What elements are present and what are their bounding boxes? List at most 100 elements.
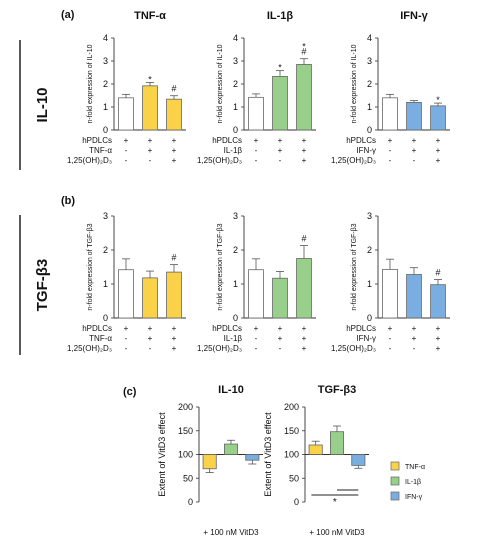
y-tick-label: 2 — [103, 245, 108, 255]
bar-stim — [142, 85, 158, 131]
condition-mark: + — [436, 334, 441, 343]
legend-swatch — [390, 461, 400, 471]
condition-mark: + — [148, 146, 153, 155]
significance-mark: # — [171, 253, 176, 263]
condition-mark: + — [436, 324, 441, 333]
condition-mark: - — [255, 344, 258, 353]
condition-mark: + — [148, 136, 153, 145]
condition-label: TNF-α — [89, 146, 112, 155]
bar-IFN-γ — [351, 454, 366, 466]
y-axis-label: Extent of VitD3 effect — [157, 412, 167, 497]
y-tick-label: 3 — [233, 56, 238, 66]
condition-label: IFN-γ — [356, 146, 376, 155]
condition-mark: + — [388, 136, 393, 145]
y-tick-label: 2 — [103, 79, 108, 89]
y-tick-label: 100 — [178, 450, 193, 460]
condition-label: 1,25(OH)₂D₃ — [67, 156, 112, 165]
condition-mark: + — [278, 136, 283, 145]
condition-label: hPDLCs — [82, 136, 112, 145]
y-tick-label: 1 — [233, 102, 238, 112]
condition-mark: - — [279, 344, 282, 353]
condition-mark: - — [149, 156, 152, 165]
bar-TNF-α — [308, 444, 323, 455]
row-label-il10: IL-10 — [34, 87, 51, 122]
bar-TNF-α — [202, 454, 217, 470]
condition-mark: - — [149, 344, 152, 353]
bar-IL-1β — [223, 443, 239, 455]
y-tick-label: 2 — [233, 245, 238, 255]
condition-mark: + — [412, 146, 417, 155]
condition-mark: + — [302, 156, 307, 165]
condition-mark: + — [388, 324, 393, 333]
condition-mark: - — [389, 334, 392, 343]
bar-ctrl — [118, 269, 134, 319]
condition-label: 1,25(OH)₂D₃ — [197, 156, 242, 165]
y-axis-label: n-fold expression of TGF-β3 — [217, 223, 224, 310]
condition-mark: + — [412, 334, 417, 343]
y-tick-label: 3 — [367, 56, 372, 66]
condition-mark: + — [302, 334, 307, 343]
condition-mark: + — [436, 146, 441, 155]
y-tick-label: 0 — [188, 497, 193, 507]
y-tick-label: 0 — [367, 313, 372, 323]
y-axis-label: n-fold expression of IL-10 — [351, 44, 358, 123]
panel-label-b: (b) — [61, 195, 75, 207]
chart-c1: IL-10 0 50 100 150 200 Extent of VitD3 effect +… — [157, 384, 263, 537]
y-tick-label: 100 — [284, 450, 299, 460]
y-tick-label: 2 — [367, 79, 372, 89]
condition-mark: - — [255, 146, 258, 155]
condition-label: 1,25(OH)₂D₃ — [331, 344, 376, 353]
chart-title: TGF-β3 — [318, 384, 357, 396]
condition-mark: + — [278, 146, 283, 155]
condition-mark: + — [254, 136, 259, 145]
charts-layer: TNF-α 0 1 2 3 4 n-fold expression of IL-10 * # hP… — [67, 10, 450, 537]
condition-mark: + — [148, 324, 153, 333]
condition-mark: + — [148, 334, 153, 343]
y-tick-label: 2 — [367, 245, 372, 255]
bar-stim+vitd — [430, 105, 446, 131]
bar-stim+vitd — [166, 98, 182, 131]
y-axis-label: Extent of VitD3 effect — [263, 412, 273, 497]
chart-title: TNF-α — [134, 10, 166, 22]
y-tick-label: 0 — [103, 313, 108, 323]
chart-a1: TNF-α 0 1 2 3 4 n-fold expression of IL-10 * # hP… — [67, 10, 186, 165]
significance-mark: * — [278, 63, 282, 73]
y-tick-label: 3 — [103, 56, 108, 66]
condition-mark: + — [412, 136, 417, 145]
y-tick-label: 1 — [233, 279, 238, 289]
significance-mark: * — [302, 42, 306, 52]
y-tick-label: 3 — [367, 211, 372, 221]
condition-mark: + — [124, 324, 129, 333]
bar-stim+vitd — [166, 271, 182, 319]
condition-mark: - — [279, 156, 282, 165]
y-tick-label: 4 — [233, 33, 238, 43]
condition-mark: - — [125, 146, 128, 155]
y-tick-label: 1 — [103, 279, 108, 289]
y-tick-label: 3 — [103, 211, 108, 221]
condition-mark: - — [255, 334, 258, 343]
condition-mark: - — [413, 344, 416, 353]
y-tick-label: 50 — [183, 473, 193, 483]
condition-mark: - — [389, 146, 392, 155]
chart-a3: IFN-γ 0 1 2 3 4 n-fold expression of IL-10 * hPD… — [331, 10, 450, 165]
condition-mark: - — [389, 344, 392, 353]
bar-IL-1β — [329, 431, 345, 455]
condition-mark: - — [413, 156, 416, 165]
bar-stim — [142, 277, 158, 319]
condition-label: hPDLCs — [346, 136, 376, 145]
y-tick-label: 3 — [233, 211, 238, 221]
condition-label: 1,25(OH)₂D₃ — [197, 344, 242, 353]
condition-mark: + — [278, 324, 283, 333]
y-axis-label: n-fold expression of TGF-β3 — [87, 223, 94, 310]
condition-mark: + — [436, 136, 441, 145]
y-axis-label: n-fold expression of IL-10 — [87, 44, 94, 123]
y-tick-label: 200 — [284, 402, 299, 412]
condition-label: hPDLCs — [212, 324, 242, 333]
condition-mark: + — [302, 136, 307, 145]
legend-label: TNF-α — [405, 464, 425, 471]
condition-mark: + — [124, 136, 129, 145]
y-tick-label: 4 — [103, 33, 108, 43]
bar-stim — [272, 76, 288, 131]
chart-title: IL-1β — [267, 10, 294, 22]
